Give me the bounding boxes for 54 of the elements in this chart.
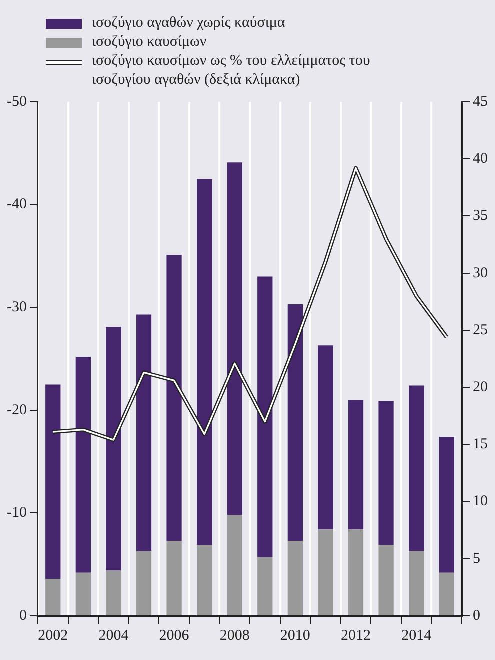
bar [136, 551, 152, 616]
bar [76, 572, 91, 616]
bar [76, 356, 91, 573]
bar [227, 162, 242, 516]
y2-tick-label: 30 [473, 265, 488, 282]
bar [318, 530, 334, 616]
y2-tick-label: 35 [473, 208, 488, 224]
bar [258, 557, 273, 616]
bar [409, 386, 424, 552]
legend-label: ισοζύγιο καυσίμων [92, 33, 207, 52]
x-tick-label: 2004 [98, 628, 130, 644]
bar [136, 314, 152, 552]
y2-tick-label: 5 [473, 550, 480, 567]
bar [288, 304, 303, 541]
x-tick-label: 2006 [159, 628, 190, 644]
y2-tick-label: 40 [473, 151, 488, 168]
bar [46, 384, 61, 579]
y2-tick-label: 25 [473, 322, 488, 338]
y2-tick-label: 0 [473, 608, 480, 624]
bar [348, 530, 364, 616]
legend-label: ισοζύγιο καυσίμων ως % του ελλείμματος του ισοζυγίου αγαθών (δεξιά κλίμακα) [92, 52, 372, 90]
bar [288, 540, 303, 616]
y-tick-label: -10 [6, 505, 27, 522]
bar [46, 578, 61, 616]
y2-tick-label: 15 [473, 436, 488, 453]
bar [378, 545, 394, 616]
bar [318, 346, 334, 530]
bar [196, 179, 212, 546]
x-tick-label: 2014 [402, 628, 432, 644]
bar [196, 545, 212, 616]
y-tick-label: -30 [6, 300, 27, 316]
bar [166, 255, 182, 541]
x-tick-label: 2008 [220, 628, 250, 644]
x-tick-label: 2002 [38, 628, 68, 644]
bar [439, 572, 454, 616]
y-tick-label: -20 [6, 402, 27, 418]
bar [348, 400, 364, 530]
bar [378, 401, 394, 546]
y2-tick-label: 20 [473, 379, 488, 396]
bar [106, 327, 122, 571]
y2-tick-label: 10 [473, 494, 488, 510]
y-tick-label: -50 [6, 94, 27, 110]
legend-label: ισοζύγιο αγαθών χωρίς καύσιμα [92, 14, 286, 33]
bar [439, 437, 454, 573]
bar [106, 570, 122, 616]
bar [227, 515, 242, 616]
x-tick-label: 2010 [280, 628, 310, 644]
bar [409, 551, 424, 616]
bar [166, 540, 182, 616]
y2-tick-label: 45 [473, 94, 488, 110]
y-tick-label: 0 [19, 608, 27, 624]
x-tick-label: 2012 [341, 628, 371, 644]
bar [258, 276, 273, 558]
y-tick-label: -40 [6, 196, 27, 213]
